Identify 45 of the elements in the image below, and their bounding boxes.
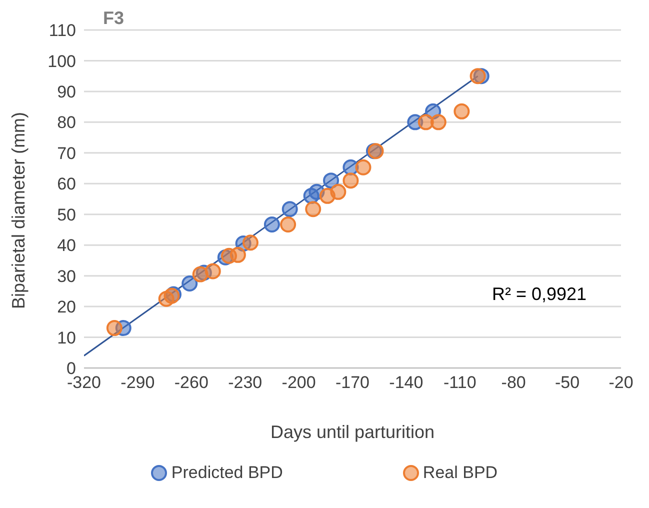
point [323,172,340,189]
y-tick-label: 50 [57,205,76,224]
y-tick-label: 10 [57,328,76,348]
x-tick-label: -200 [282,373,316,392]
x-tick-label: -290 [120,373,155,392]
x-axis-title: Days until parturition [270,422,435,442]
point [204,263,221,280]
point [282,201,298,218]
x-tick-label: -320 [66,373,102,392]
y-tick-label: 30 [57,266,76,286]
point [264,216,280,233]
point [305,201,322,218]
x-tick-label: -170 [335,373,370,392]
x-tick-label: -80 [501,373,526,392]
point [330,184,346,200]
x-tick-label: -50 [555,373,580,392]
y-tick-label: 60 [57,174,76,194]
legend-label: Predicted BPD [170,463,283,483]
point [470,68,486,84]
y-tick-label: 40 [57,236,76,256]
point [192,266,208,282]
x-tick-label: -260 [174,373,208,392]
point [230,246,246,263]
y-axis-title: Biparietal diameter (mm) [8,112,28,309]
annotation: R² = 0,9921 [492,284,587,305]
y-tick-label: 70 [57,144,76,163]
y-tick-label: 80 [57,113,76,132]
y-tick-label: 100 [48,52,76,71]
x-tick-label: -140 [389,373,424,392]
point [280,216,296,233]
x-tick-label: -20 [608,373,634,392]
point [430,114,446,130]
point [342,172,359,189]
y-tick-label: 110 [48,21,76,40]
x-tick-label: -230 [228,373,262,392]
x-tick-label: -110 [444,373,476,392]
point [182,276,198,292]
point [242,234,258,251]
y-tick-label: 90 [57,82,76,102]
y-tick-label: 20 [57,298,76,317]
legend-label: Real BPD [422,463,498,483]
point [454,103,470,120]
point [106,320,122,336]
chart-title: F3 [103,8,124,29]
point [355,159,372,176]
